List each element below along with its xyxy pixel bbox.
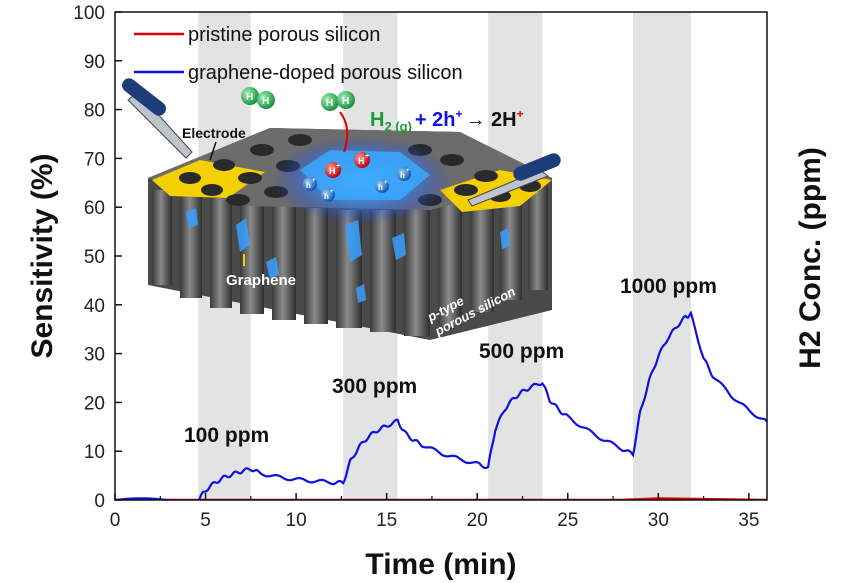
hole-1: h + bbox=[303, 177, 317, 191]
svg-text:H: H bbox=[246, 92, 253, 103]
svg-text:+: + bbox=[406, 168, 410, 174]
h-plus-ion-1: H + bbox=[325, 162, 341, 178]
legend: pristine porous silicon graphene-doped p… bbox=[134, 24, 463, 84]
y-tick-label-60: 60 bbox=[84, 198, 105, 219]
right-probe bbox=[467, 153, 561, 207]
x-tick-label-30: 30 bbox=[648, 510, 669, 531]
annotation-300ppm: 300 ppm bbox=[332, 375, 417, 398]
y-tick-label-0: 0 bbox=[94, 491, 105, 512]
x-tick-label-35: 35 bbox=[738, 510, 759, 531]
exposure-window-4 bbox=[632, 12, 691, 500]
svg-text:H: H bbox=[262, 96, 269, 107]
y-axis-right-title: H2 Conc. (ppm) bbox=[794, 147, 827, 369]
x-tick-label-25: 25 bbox=[557, 510, 578, 531]
svg-text:h: h bbox=[324, 192, 329, 201]
dissociation-arrow bbox=[339, 111, 349, 153]
y-tick-label-90: 90 bbox=[84, 52, 105, 73]
annotation-500ppm: 500 ppm bbox=[479, 340, 564, 363]
axis-ticks: 0 5 10 15 20 25 30 35 0 10 20 30 40 50 60 70 80 90 100 bbox=[73, 3, 759, 531]
svg-text:h: h bbox=[306, 181, 311, 190]
h2-molecule-2: H H bbox=[321, 91, 355, 111]
electrode-label: Electrode bbox=[182, 125, 246, 141]
series-group bbox=[115, 310, 767, 500]
electrode-pointer bbox=[209, 141, 217, 161]
legend-label-graphene: graphene-doped porous silicon bbox=[188, 62, 463, 84]
svg-text:+: + bbox=[330, 189, 334, 195]
x-tick-label-10: 10 bbox=[286, 510, 307, 531]
svg-text:H: H bbox=[326, 98, 333, 109]
y-tick-label-50: 50 bbox=[84, 247, 105, 268]
h2-molecule-1: H H bbox=[241, 87, 275, 109]
svg-text:H: H bbox=[342, 96, 349, 107]
svg-text:h: h bbox=[378, 183, 383, 192]
y-tick-label-80: 80 bbox=[84, 101, 105, 122]
svg-text:H: H bbox=[329, 166, 336, 176]
legend-label-pristine: pristine porous silicon bbox=[188, 24, 380, 46]
porous-silicon-schematic: Electrode Graphene p-type porous silicon… bbox=[122, 78, 561, 340]
svg-text:+: + bbox=[384, 180, 388, 186]
hole-3: h + bbox=[375, 179, 389, 193]
y-tick-label-70: 70 bbox=[84, 149, 105, 170]
y-axis-title: Sensitivity (%) bbox=[26, 153, 59, 358]
series-line-pristine bbox=[115, 497, 767, 500]
left-electrode bbox=[152, 160, 265, 198]
svg-text:h: h bbox=[400, 171, 405, 180]
x-tick-label-20: 20 bbox=[467, 510, 488, 531]
x-tick-label-0: 0 bbox=[110, 510, 121, 531]
y-tick-label-30: 30 bbox=[84, 345, 105, 366]
svg-text:+: + bbox=[336, 163, 340, 170]
side-graphene-flakes bbox=[186, 208, 510, 303]
y-tick-label-100: 100 bbox=[73, 3, 105, 24]
x-tick-label-15: 15 bbox=[376, 510, 397, 531]
reaction-equation: H2 (g) + 2h+ → 2H+ bbox=[370, 107, 524, 134]
annotation-1000ppm: 1000 ppm bbox=[620, 275, 717, 298]
y-tick-label-20: 20 bbox=[84, 393, 105, 414]
x-axis-title: Time (min) bbox=[365, 548, 516, 581]
annotation-100ppm: 100 ppm bbox=[184, 424, 269, 447]
svg-text:+: + bbox=[312, 178, 316, 184]
hole-2: h + bbox=[321, 188, 335, 202]
x-tick-label-5: 5 bbox=[200, 510, 211, 531]
h-plus-ion-2: H + bbox=[354, 152, 370, 168]
y-tick-label-40: 40 bbox=[84, 296, 105, 317]
y-tick-label-10: 10 bbox=[84, 442, 105, 463]
svg-text:+: + bbox=[365, 153, 369, 160]
left-probe bbox=[122, 78, 193, 159]
graphene-label: Graphene bbox=[226, 272, 296, 289]
series-line-graphene bbox=[115, 310, 767, 500]
silicon-pillars bbox=[152, 186, 548, 336]
svg-text:H: H bbox=[358, 156, 365, 166]
hole-4: h + bbox=[397, 167, 411, 181]
